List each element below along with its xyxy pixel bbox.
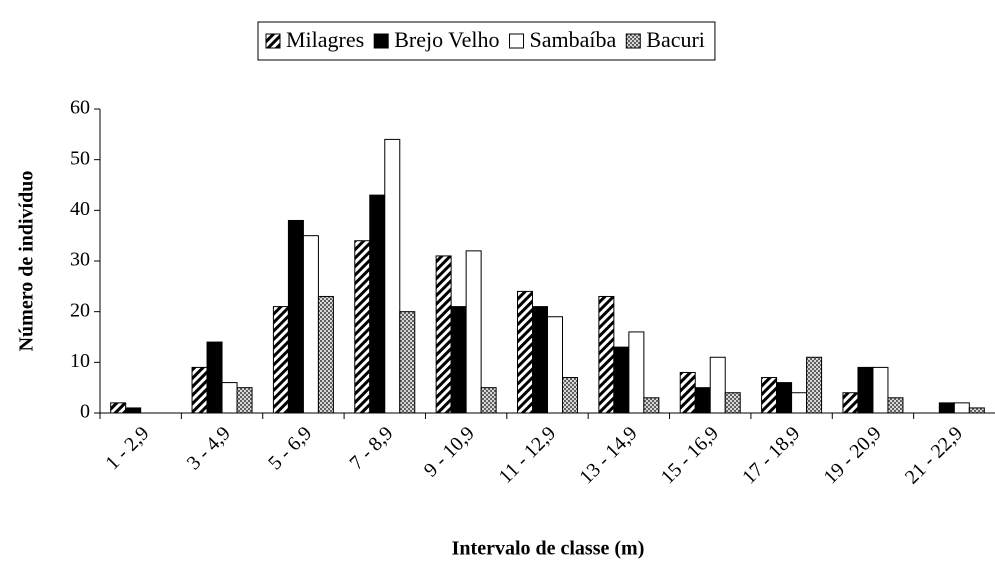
bar [724,392,741,414]
y-tick-label: 50 [70,147,90,169]
bar [191,366,208,414]
bar [857,366,874,414]
bar [317,295,334,414]
legend-label: Bacuri [646,27,705,52]
bar [399,311,416,414]
bar [302,235,319,414]
bar [679,371,696,414]
bar [761,377,778,414]
bar [791,392,808,414]
bar [435,255,452,414]
x-tick-label: 3 - 4,9 [183,422,235,474]
bar [547,316,563,414]
bar [517,290,533,414]
bar [628,331,645,414]
y-tick-label: 20 [70,299,90,321]
bar [532,306,548,414]
bar [613,346,630,414]
y-tick-label: 30 [70,249,90,271]
legend-swatch [625,33,641,49]
bar [842,392,859,414]
bar [643,397,660,414]
bar [369,194,386,414]
legend-swatch [265,33,281,49]
x-tick-label: 11 - 12,9 [495,422,561,488]
x-tick-label: 15 - 16,9 [657,422,723,488]
x-tick-label: 19 - 20,9 [820,422,886,488]
y-tick-label: 60 [70,97,90,119]
bar [450,306,467,414]
x-tick-label: 9 - 10,9 [420,422,479,481]
bar [465,250,482,414]
bar [236,387,253,414]
x-tick-label: 21 - 22,9 [901,422,967,488]
bar [206,341,223,414]
y-tick-label: 40 [70,198,90,220]
legend-label: Sambaíba [530,27,617,52]
bar [694,387,711,414]
bar [776,382,793,414]
y-axis-title: Número de indivíduo [16,171,38,352]
bar [125,407,142,414]
bar [709,356,726,414]
x-tick-label: 13 - 14,9 [575,422,641,488]
bar [953,402,970,414]
x-tick-label: 7 - 8,9 [345,422,397,474]
bar [887,397,904,414]
x-tick-label: 1 - 2,9 [101,422,153,474]
bar [562,377,578,414]
x-tick-label: 5 - 6,9 [264,422,316,474]
bar [968,407,985,414]
bar [110,402,127,414]
bar [354,240,371,414]
legend-label: Brejo Velho [394,27,499,52]
legend-swatch [509,33,525,49]
bar [598,295,615,414]
bar [480,387,497,414]
bar [272,306,289,414]
y-tick-label: 0 [80,401,90,423]
y-tick-label: 10 [70,350,90,372]
bar [938,402,955,414]
legend-swatch [373,33,389,49]
bar [806,356,823,414]
x-axis-title: Intervalo de classe (m) [452,538,645,560]
bar [872,366,889,414]
bar [384,138,401,414]
x-tick-label: 17 - 18,9 [738,422,804,488]
bar [221,382,238,414]
legend-label: Milagres [286,27,364,52]
bar [287,219,304,414]
